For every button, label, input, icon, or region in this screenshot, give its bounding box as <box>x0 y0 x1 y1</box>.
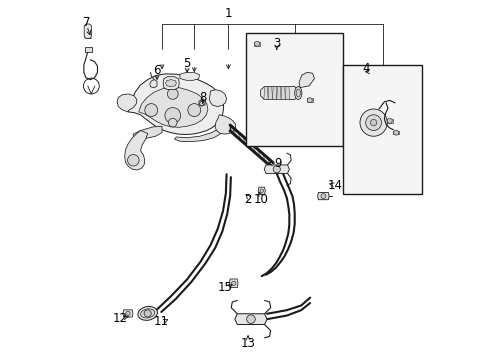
Text: 3: 3 <box>272 37 280 50</box>
Polygon shape <box>180 72 199 80</box>
Polygon shape <box>215 115 235 134</box>
Polygon shape <box>84 24 91 39</box>
Polygon shape <box>260 87 298 99</box>
Circle shape <box>260 189 263 193</box>
Circle shape <box>168 118 177 127</box>
Polygon shape <box>128 74 223 134</box>
Polygon shape <box>149 80 157 88</box>
Text: 10: 10 <box>253 193 267 206</box>
Polygon shape <box>124 131 147 170</box>
Text: 8: 8 <box>199 91 206 104</box>
Circle shape <box>306 98 312 103</box>
Circle shape <box>167 89 178 99</box>
Polygon shape <box>234 314 266 324</box>
Bar <box>343 65 421 194</box>
Text: 6: 6 <box>153 64 161 77</box>
Text: 4: 4 <box>362 62 369 75</box>
Circle shape <box>254 41 259 46</box>
Ellipse shape <box>294 87 301 99</box>
Polygon shape <box>174 129 221 141</box>
Ellipse shape <box>138 306 157 320</box>
Text: 7: 7 <box>83 16 90 29</box>
Polygon shape <box>133 126 162 139</box>
Text: 11: 11 <box>154 315 168 328</box>
Polygon shape <box>298 72 314 87</box>
Text: 14: 14 <box>327 179 342 192</box>
Polygon shape <box>306 98 312 102</box>
Polygon shape <box>272 87 276 99</box>
Text: 2: 2 <box>244 193 251 206</box>
Polygon shape <box>254 42 260 45</box>
Text: 5: 5 <box>183 57 190 70</box>
Polygon shape <box>386 119 392 123</box>
Text: 12: 12 <box>112 311 127 325</box>
Polygon shape <box>209 90 226 107</box>
Circle shape <box>246 315 255 323</box>
Polygon shape <box>122 310 133 317</box>
Bar <box>246 33 343 146</box>
Circle shape <box>164 108 180 123</box>
Polygon shape <box>139 87 207 127</box>
Circle shape <box>386 118 391 123</box>
Circle shape <box>393 130 398 135</box>
Polygon shape <box>392 131 398 134</box>
Polygon shape <box>264 87 267 99</box>
Polygon shape <box>165 80 176 87</box>
Polygon shape <box>199 100 204 106</box>
Circle shape <box>199 102 203 106</box>
Circle shape <box>187 104 201 117</box>
Polygon shape <box>267 87 272 99</box>
Polygon shape <box>117 94 137 112</box>
Polygon shape <box>276 87 281 99</box>
Polygon shape <box>229 279 238 288</box>
Circle shape <box>365 115 381 131</box>
Text: 13: 13 <box>240 337 255 350</box>
Circle shape <box>231 281 235 285</box>
Circle shape <box>125 311 130 316</box>
Ellipse shape <box>140 309 155 318</box>
Ellipse shape <box>296 89 300 97</box>
Circle shape <box>273 166 280 173</box>
Text: 9: 9 <box>274 157 281 170</box>
Polygon shape <box>281 87 285 99</box>
Circle shape <box>144 310 151 317</box>
Polygon shape <box>258 187 265 194</box>
Polygon shape <box>85 47 92 51</box>
Text: 1: 1 <box>224 7 232 20</box>
Polygon shape <box>264 165 289 174</box>
Circle shape <box>127 154 139 166</box>
Circle shape <box>369 120 376 126</box>
Polygon shape <box>163 77 179 90</box>
Circle shape <box>359 109 386 136</box>
Circle shape <box>144 104 158 117</box>
Polygon shape <box>317 193 328 200</box>
Text: 15: 15 <box>217 281 232 294</box>
Circle shape <box>320 194 325 199</box>
Polygon shape <box>285 87 289 99</box>
